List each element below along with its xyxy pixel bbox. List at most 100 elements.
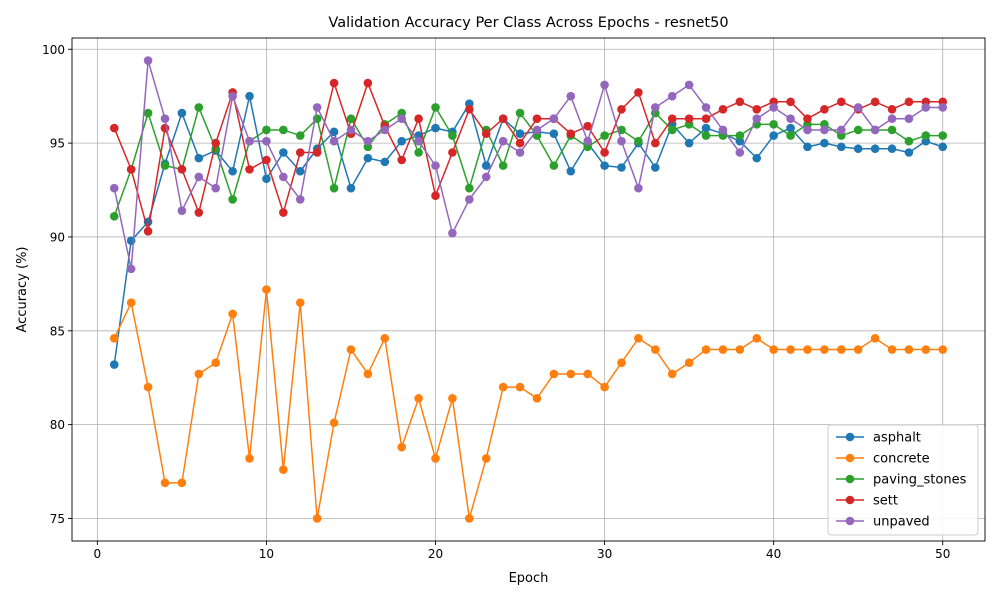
data-point — [870, 333, 880, 343]
data-point — [803, 345, 812, 354]
data-point — [735, 345, 745, 354]
data-point — [735, 97, 745, 107]
data-point — [820, 105, 829, 114]
data-point — [346, 114, 356, 124]
data-point — [431, 161, 440, 170]
data-point — [803, 125, 812, 135]
x-tick-label: 50 — [935, 547, 950, 561]
data-point — [904, 345, 914, 354]
data-point — [431, 103, 440, 112]
data-point — [109, 183, 119, 193]
data-point — [752, 114, 762, 124]
data-point — [295, 298, 305, 307]
data-point — [279, 208, 288, 217]
data-point — [465, 105, 474, 114]
data-point — [803, 142, 812, 152]
data-point — [262, 174, 271, 184]
data-point — [786, 131, 795, 140]
legend-item: sett — [836, 494, 898, 509]
data-point — [853, 103, 863, 112]
legend-label: sett — [873, 494, 898, 509]
data-point — [329, 78, 339, 88]
data-point — [870, 144, 880, 154]
chart-title: Validation Accuracy Per Class Across Epo… — [328, 15, 728, 31]
data-point — [397, 155, 406, 165]
x-tick-label: 40 — [766, 547, 781, 561]
data-point — [431, 454, 440, 463]
data-point — [397, 136, 406, 146]
series-layer — [109, 56, 948, 523]
data-point — [279, 125, 288, 135]
data-point — [329, 418, 339, 428]
data-point — [481, 454, 491, 463]
y-tick-label: 80 — [50, 418, 65, 432]
data-point — [583, 136, 592, 146]
data-point — [651, 345, 660, 354]
data-point — [938, 345, 948, 354]
y-tick-label: 95 — [50, 137, 65, 151]
data-point — [279, 148, 288, 157]
data-point — [177, 165, 187, 174]
x-tick-label: 10 — [259, 547, 274, 561]
data-point — [414, 394, 423, 403]
data-point — [938, 131, 948, 140]
y-tick-label: 100 — [42, 43, 65, 57]
data-point — [701, 345, 711, 354]
data-point — [414, 114, 423, 124]
data-point — [769, 345, 778, 354]
plot-frame — [71, 37, 986, 542]
data-point — [904, 136, 914, 146]
data-point — [684, 358, 694, 367]
x-tick-label: 20 — [428, 547, 443, 561]
data-point — [448, 148, 457, 157]
legend-label: unpaved — [873, 515, 930, 530]
data-point — [735, 148, 745, 157]
data-point — [295, 148, 305, 157]
data-point — [448, 228, 457, 238]
data-point — [228, 309, 237, 319]
data-point — [312, 103, 322, 112]
data-point — [194, 172, 204, 182]
data-point — [109, 360, 119, 369]
data-point — [194, 369, 204, 379]
data-point — [397, 114, 406, 124]
data-point — [262, 285, 271, 294]
data-point — [769, 120, 778, 129]
data-point — [143, 382, 153, 392]
data-point — [701, 123, 711, 133]
data-point — [617, 358, 626, 367]
data-point — [769, 103, 778, 112]
data-point — [177, 478, 187, 488]
data-point — [634, 333, 643, 343]
data-point — [887, 144, 897, 154]
data-point — [245, 454, 254, 463]
data-point — [600, 131, 609, 140]
data-point — [853, 144, 863, 154]
data-point — [329, 183, 339, 193]
data-point — [363, 369, 373, 379]
data-point — [194, 103, 204, 112]
data-point — [786, 123, 795, 133]
data-point — [346, 183, 356, 193]
data-point — [245, 136, 254, 146]
data-point — [194, 153, 204, 163]
data-point — [870, 97, 880, 107]
data-point — [617, 105, 626, 114]
data-point — [921, 131, 931, 140]
data-point — [481, 172, 491, 182]
legend-item: asphalt — [836, 431, 921, 446]
data-point — [126, 165, 136, 174]
data-point — [786, 345, 795, 354]
data-point — [431, 191, 440, 200]
data-point — [177, 108, 187, 118]
data-point — [363, 136, 373, 146]
data-point — [211, 358, 221, 367]
data-point — [667, 114, 677, 124]
data-point — [515, 138, 525, 148]
ticks: 0 10 20 30 40 50 75 80 85 90 95 100 — [42, 43, 950, 561]
data-point — [295, 195, 305, 204]
data-point — [109, 333, 119, 343]
data-point — [160, 161, 170, 170]
legend-swatch-marker — [845, 495, 855, 505]
data-point — [228, 91, 237, 101]
